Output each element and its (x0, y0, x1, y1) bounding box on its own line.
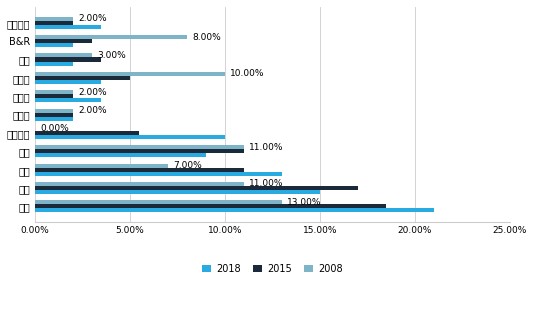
Text: 11.00%: 11.00% (249, 143, 284, 152)
Bar (35, 80, 101, 84)
Bar (35, 135, 225, 139)
Text: 2.00%: 2.00% (78, 106, 107, 115)
Bar (35, 90, 73, 94)
Text: 0.00%: 0.00% (40, 124, 69, 133)
Bar (35, 168, 244, 172)
Bar (35, 186, 358, 190)
Bar (35, 200, 282, 204)
Text: 13.00%: 13.00% (287, 198, 322, 207)
Bar (35, 98, 101, 102)
Text: 2.00%: 2.00% (78, 88, 107, 97)
Bar (35, 131, 139, 135)
Bar (35, 182, 244, 186)
Bar (35, 113, 73, 116)
Bar (35, 62, 73, 66)
Text: 2.00%: 2.00% (78, 14, 107, 23)
Text: 3.00%: 3.00% (97, 51, 126, 60)
Bar (35, 149, 244, 153)
Bar (35, 53, 92, 57)
Bar (35, 145, 244, 149)
Legend: 2018, 2015, 2008: 2018, 2015, 2008 (198, 260, 347, 278)
Bar (35, 164, 168, 168)
Bar (35, 57, 101, 62)
Bar (35, 116, 73, 121)
Bar (35, 76, 130, 80)
Text: 7.00%: 7.00% (174, 161, 202, 170)
Bar (35, 72, 225, 76)
Bar (35, 17, 73, 21)
Bar (35, 172, 282, 176)
Bar (35, 190, 320, 194)
Text: 10.00%: 10.00% (230, 69, 265, 78)
Bar (35, 21, 73, 25)
Bar (35, 208, 434, 213)
Bar (35, 35, 187, 39)
Bar (35, 39, 92, 43)
Bar (35, 94, 73, 98)
Bar (35, 153, 206, 157)
Bar (35, 204, 386, 208)
Text: 11.00%: 11.00% (249, 180, 284, 188)
Bar (35, 43, 73, 47)
Bar (35, 109, 73, 113)
Bar (35, 25, 101, 29)
Text: 8.00%: 8.00% (192, 33, 221, 42)
